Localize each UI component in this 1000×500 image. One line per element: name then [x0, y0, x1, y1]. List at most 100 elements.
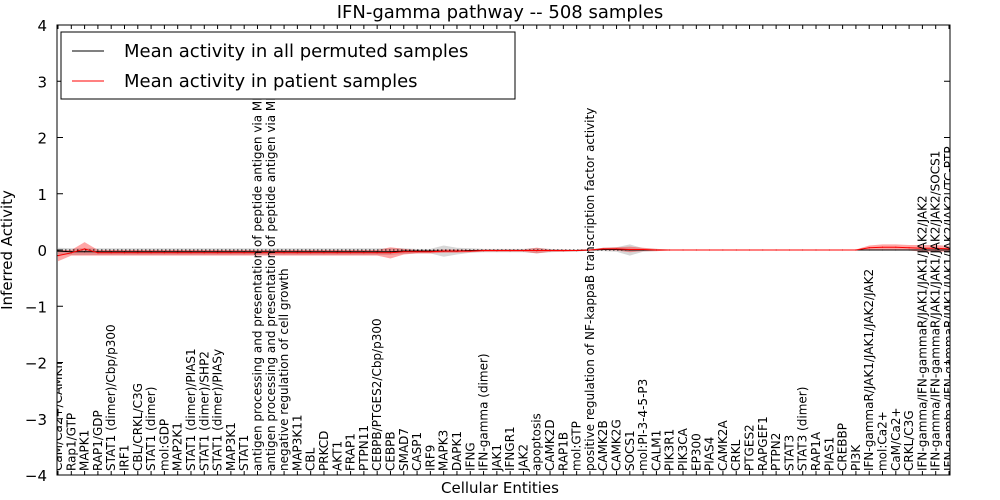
permuted-mean-line-point — [908, 249, 910, 251]
permuted-mean-line-point — [83, 251, 86, 253]
patient-mean-line-point — [788, 249, 791, 251]
x-tick-label: CAMK2G — [610, 419, 624, 471]
x-tick-label: CRKL/C3G — [902, 410, 916, 471]
patient-mean-line-point — [748, 249, 751, 251]
legend-label: Mean activity in all permuted samples — [124, 41, 468, 62]
patient-mean-line-point — [110, 252, 112, 254]
patient-mean-line-point — [802, 249, 804, 251]
patient-mean-line-point — [403, 251, 405, 253]
y-tick-label: 1 — [37, 186, 47, 204]
legend: Mean activity in all permuted samples Mea… — [60, 31, 516, 100]
permuted-mean-line-point — [177, 251, 179, 253]
patient-mean-line-point — [536, 249, 538, 252]
x-tick-label: mol:GDP — [157, 419, 171, 471]
y-tick-label: 3 — [37, 73, 47, 91]
patient-mean-line-point — [908, 247, 910, 249]
permuted-mean-line-point — [376, 251, 378, 253]
permuted-mean-line-point — [283, 251, 285, 253]
x-tick-label: PRKCD — [317, 431, 331, 471]
x-tick-label: IFNG — [463, 442, 477, 471]
y-tick-label: −3 — [25, 411, 47, 429]
patient-mean-line-point — [190, 252, 192, 254]
plot-area: CaM/Ca2+/CAMKII Rap1/GTP MAPK1 RAP1/GDP STAT… — [25, 17, 956, 485]
x-tick-label: EP300 — [689, 433, 703, 471]
patient-mean-line-point — [815, 249, 817, 251]
patient-mean-line-point — [270, 252, 272, 254]
x-tick-label: PIAS4 — [703, 437, 717, 471]
permuted-mean-line-point — [349, 251, 352, 253]
x-tick-label: STAT1 (dimer)/Cbp/p300 — [104, 324, 118, 471]
patient-mean-line-point — [868, 247, 870, 249]
patient-mean-line-point — [177, 252, 179, 254]
y-tick-label: 4 — [37, 17, 47, 35]
patient-mean-line-point — [216, 252, 219, 254]
x-tick-label: IFN-gamma/IFN-gammaR/JAK1/JAK1/JAK2/JAK2… — [942, 146, 956, 471]
x-tick-label: PTGES2 — [743, 424, 757, 471]
x-tick-label: STAT1 (dimer)/SHP2 — [197, 351, 211, 471]
patient-mean-line-point — [895, 246, 897, 248]
patient-mean-line-point — [296, 252, 298, 254]
x-tick-label: CRKL — [729, 439, 743, 471]
patient-mean-line-point — [83, 248, 86, 250]
patient-mean-line-point — [602, 248, 604, 250]
x-tick-label: CALM1 — [649, 430, 663, 471]
patient-mean-line-point — [230, 252, 232, 254]
patient-mean-line-point — [709, 249, 711, 251]
patient-mean-line-point — [828, 249, 830, 251]
permuted-mean-line-point — [203, 251, 205, 253]
patient-mean-line-point — [522, 249, 525, 252]
x-tick-label: mol:GTP — [570, 421, 584, 471]
permuted-mean-line-point — [123, 251, 126, 253]
patient-mean-line-point — [576, 249, 578, 252]
patient-mean-line-point — [349, 252, 352, 254]
y-tick-label: −1 — [25, 298, 47, 316]
patient-mean-line-point — [935, 247, 937, 249]
x-tick-label: PI3K — [849, 444, 863, 471]
permuted-mean-line-point — [270, 251, 272, 253]
patient-band — [58, 242, 949, 262]
x-tick-label: RAP1A — [809, 431, 823, 471]
patient-mean-line-point — [137, 252, 139, 254]
x-tick-label: CEBPB — [383, 431, 397, 471]
patient-mean-line-point — [429, 251, 431, 253]
permuted-mean-line-point — [216, 251, 219, 253]
x-tick-label: CAMK2D — [543, 419, 557, 471]
patient-mean-line-point — [336, 252, 338, 254]
patient-mean-line-point — [921, 247, 924, 249]
x-tick-label: MAP3K1 — [224, 422, 238, 471]
permuted-mean-line-point — [881, 249, 884, 251]
x-tick-label: IFN-gammaR/JAK1/JAK1/JAK2/JAK2 — [862, 269, 876, 471]
permuted-mean-line-point — [935, 249, 937, 251]
permuted-mean-line-point — [137, 251, 139, 253]
patient-mean-line-point — [509, 249, 511, 252]
x-tick-label: RAP1/GDP — [91, 410, 105, 471]
x-tick-label: CBL — [304, 447, 318, 471]
patient-mean-line-point — [150, 252, 152, 254]
patient-mean-line-point — [682, 249, 684, 251]
x-tick-label: PTPN11 — [357, 425, 371, 471]
chart-title: IFN-gamma pathway -- 508 samples — [337, 2, 664, 23]
permuted-mean-line-point — [256, 251, 259, 253]
x-tick-label: IRF9 — [423, 445, 437, 471]
x-tick-label: STAT1 — [237, 435, 251, 471]
x-tick-label: MAPK1 — [78, 430, 92, 471]
patient-mean-line-point — [855, 249, 857, 251]
patient-mean-line-point — [123, 252, 126, 254]
y-tick-label: 2 — [37, 130, 47, 148]
permuted-mean-line-point — [921, 249, 924, 251]
patient-mean-line-point — [323, 252, 325, 254]
permuted-mean-line-point — [868, 249, 870, 251]
x-tick-label: MAP3K11 — [290, 414, 304, 471]
patient-mean-line-point — [416, 251, 418, 253]
patient-mean-line-point — [615, 248, 618, 250]
x-tick-label: SOCS1 — [623, 430, 637, 471]
permuted-mean-line-point — [895, 249, 897, 251]
patient-mean-line-point — [775, 249, 777, 251]
permuted-mean-line-point — [363, 251, 365, 253]
patient-mean-line-point — [97, 252, 99, 254]
x-tick-label: apoptosis — [530, 413, 544, 471]
x-tick-label: DAPK1 — [450, 431, 464, 471]
x-tick-label: CREBBP — [836, 423, 850, 471]
x-tick-label: CAMK2A — [716, 420, 730, 471]
